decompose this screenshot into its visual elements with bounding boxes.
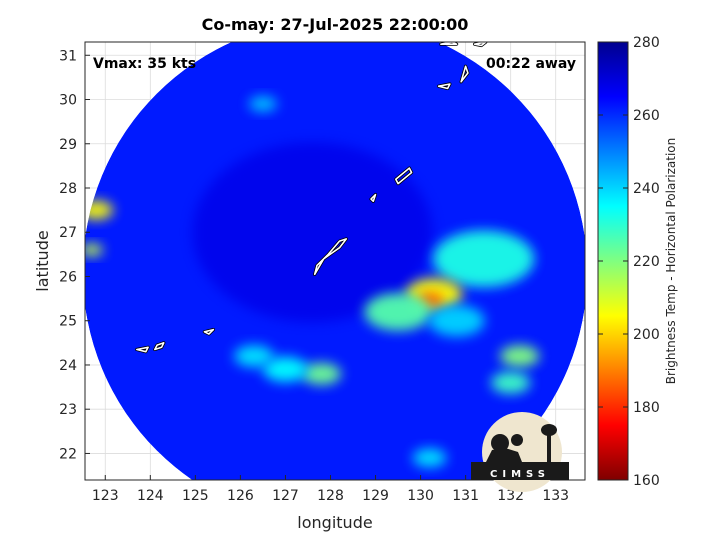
convective-feature — [301, 362, 342, 385]
convective-feature — [85, 243, 104, 257]
cimss-logo: CIMSS — [471, 412, 569, 492]
y-tick-label: 22 — [59, 446, 77, 462]
cimss-logo-text: CIMSS — [490, 469, 550, 480]
x-tick-label: 126 — [227, 488, 254, 504]
x-tick-label: 132 — [497, 488, 524, 504]
convective-feature — [432, 230, 535, 288]
convective-feature — [262, 356, 308, 383]
y-tick-label: 28 — [59, 181, 77, 197]
y-tick-label: 30 — [59, 93, 77, 109]
chart-title: Co-may: 27-Jul-2025 22:00:00 — [202, 15, 469, 34]
coastline — [437, 83, 451, 90]
y-tick-label: 29 — [59, 137, 77, 153]
convective-feature — [428, 304, 485, 337]
coastline — [370, 193, 377, 203]
x-tick-label: 131 — [452, 488, 479, 504]
colorbar-tick-label: 280 — [633, 35, 660, 51]
convective-feature — [364, 292, 432, 331]
colorbar-label: Brightness Temp - Horizontal Polarizatio… — [664, 138, 678, 385]
coastline — [460, 65, 469, 83]
y-tick-label: 24 — [59, 358, 77, 374]
time-away-annotation: 00:22 away — [486, 56, 576, 72]
coastlines — [135, 42, 488, 354]
brightness-temp-swath — [85, 42, 585, 480]
y-tick-label: 31 — [59, 48, 77, 64]
axes-box — [84, 41, 586, 481]
y-tick-label: 27 — [59, 225, 77, 241]
x-tick-label: 124 — [137, 488, 164, 504]
y-axis-label: latitude — [33, 230, 52, 291]
convective-feature — [412, 448, 447, 468]
coastline — [154, 342, 165, 351]
x-tick-label: 127 — [272, 488, 299, 504]
colorbar-tick-label: 180 — [633, 400, 660, 416]
x-axis-ticks: 123 124 125 126 127 128 129 130 131 132 133 — [92, 475, 569, 504]
colorbar-tick-label: 160 — [633, 473, 660, 489]
x-axis-label: longitude — [297, 513, 372, 532]
coastline — [395, 167, 413, 185]
y-tick-label: 25 — [59, 314, 77, 330]
cold-region — [192, 142, 433, 323]
coastline — [440, 42, 458, 45]
vmax-annotation: Vmax: 35 kts — [93, 56, 196, 72]
coastline — [203, 328, 215, 335]
x-tick-label: 125 — [182, 488, 209, 504]
colorbar-tick-label: 240 — [633, 181, 660, 197]
colorbar-tick-label: 220 — [633, 254, 660, 270]
convective-feature — [499, 345, 540, 368]
x-tick-label: 123 — [92, 488, 119, 504]
colorbar-tick-label: 200 — [633, 327, 660, 343]
coastline — [136, 346, 149, 353]
colorbar-ticks: 160 180 200 220 240 260 280 — [598, 35, 660, 489]
x-tick-label: 130 — [407, 488, 434, 504]
convective-feature — [490, 371, 531, 394]
colorbar-tick-label: 260 — [633, 108, 660, 124]
x-tick-label: 128 — [317, 488, 344, 504]
coastline — [313, 238, 348, 276]
coastline — [473, 42, 487, 47]
y-axis-ticks: 22 23 24 25 26 27 28 29 30 31 — [59, 48, 90, 462]
y-tick-label: 26 — [59, 269, 77, 285]
convective-feature — [85, 200, 114, 220]
x-tick-label: 129 — [362, 488, 389, 504]
y-tick-label: 23 — [59, 402, 77, 418]
x-tick-label: 133 — [542, 488, 569, 504]
convective-feature — [234, 345, 274, 368]
convective-feature — [248, 96, 278, 112]
